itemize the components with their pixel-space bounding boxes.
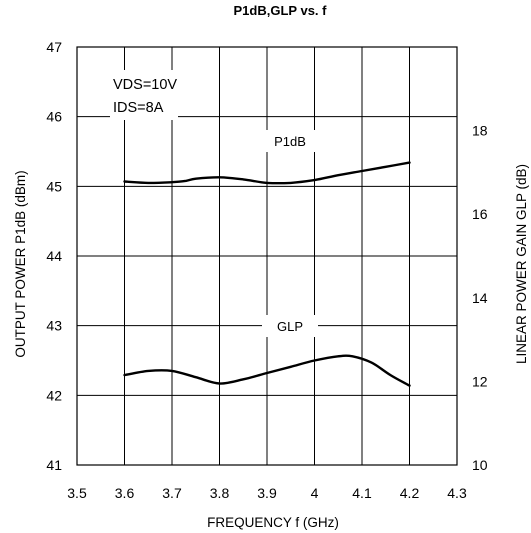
- label-backgrounds: [110, 70, 318, 337]
- series-label-p1db: P1dB: [274, 134, 306, 149]
- x-tick-label: 4.2: [400, 485, 420, 501]
- y2-tick-label: 14: [472, 290, 488, 306]
- x-tick-label: 3.9: [257, 485, 277, 501]
- x-tick-label: 3.6: [115, 485, 135, 501]
- y-tick-label: 42: [46, 387, 62, 403]
- series-line-glp: [123, 354, 411, 387]
- y-tick-label: 41: [46, 457, 62, 473]
- series-lines: [123, 161, 411, 387]
- x-tick-label: 3.8: [210, 485, 230, 501]
- x-tick-label: 4: [311, 485, 319, 501]
- series-label-glp: GLP: [277, 319, 303, 334]
- series-label-background: [262, 315, 318, 337]
- y2-tick-label: 18: [472, 123, 488, 139]
- annotation-text: VDS=10V: [113, 77, 177, 93]
- y2-tick-label: 16: [472, 206, 488, 222]
- annotations: VDS=10V IDS=8A: [113, 77, 177, 116]
- y2-axis-label: LINEAR POWER GAIN GLP (dB): [514, 164, 529, 364]
- x-tick-label: 4.3: [447, 485, 467, 501]
- x-tick-label: 4.1: [352, 485, 372, 501]
- y-tick-label: 44: [46, 248, 62, 264]
- chart-title: P1dB,GLP vs. f: [234, 3, 328, 18]
- plot-frame: [76, 46, 458, 466]
- x-tick-label: 3.5: [67, 485, 87, 501]
- y-axis-label: OUTPUT POWER P1dB (dBm): [13, 170, 28, 357]
- y2-tick-labels: 10 12 14 16 18: [472, 123, 488, 473]
- y-tick-label: 47: [46, 39, 62, 55]
- series-label-background: [262, 130, 318, 152]
- y-tick-label: 46: [46, 109, 62, 125]
- y2-tick-label: 10: [472, 457, 488, 473]
- x-tick-label: 3.7: [162, 485, 182, 501]
- series-labels: P1dB GLP: [274, 134, 306, 334]
- x-tick-labels: 3.5 3.6 3.7 3.8 3.9 4 4.1 4.2 4.3: [67, 485, 467, 501]
- y-tick-label: 43: [46, 318, 62, 334]
- y-tick-label: 45: [46, 178, 62, 194]
- series-line-p1db: [123, 161, 411, 185]
- annotation-text: IDS=8A: [113, 100, 164, 116]
- x-axis-label: FREQUENCY f (GHz): [207, 515, 339, 530]
- y-tick-labels: 41 42 43 44 45 46 47: [46, 39, 62, 473]
- y2-tick-label: 12: [472, 373, 488, 389]
- annotation-background: [110, 70, 178, 120]
